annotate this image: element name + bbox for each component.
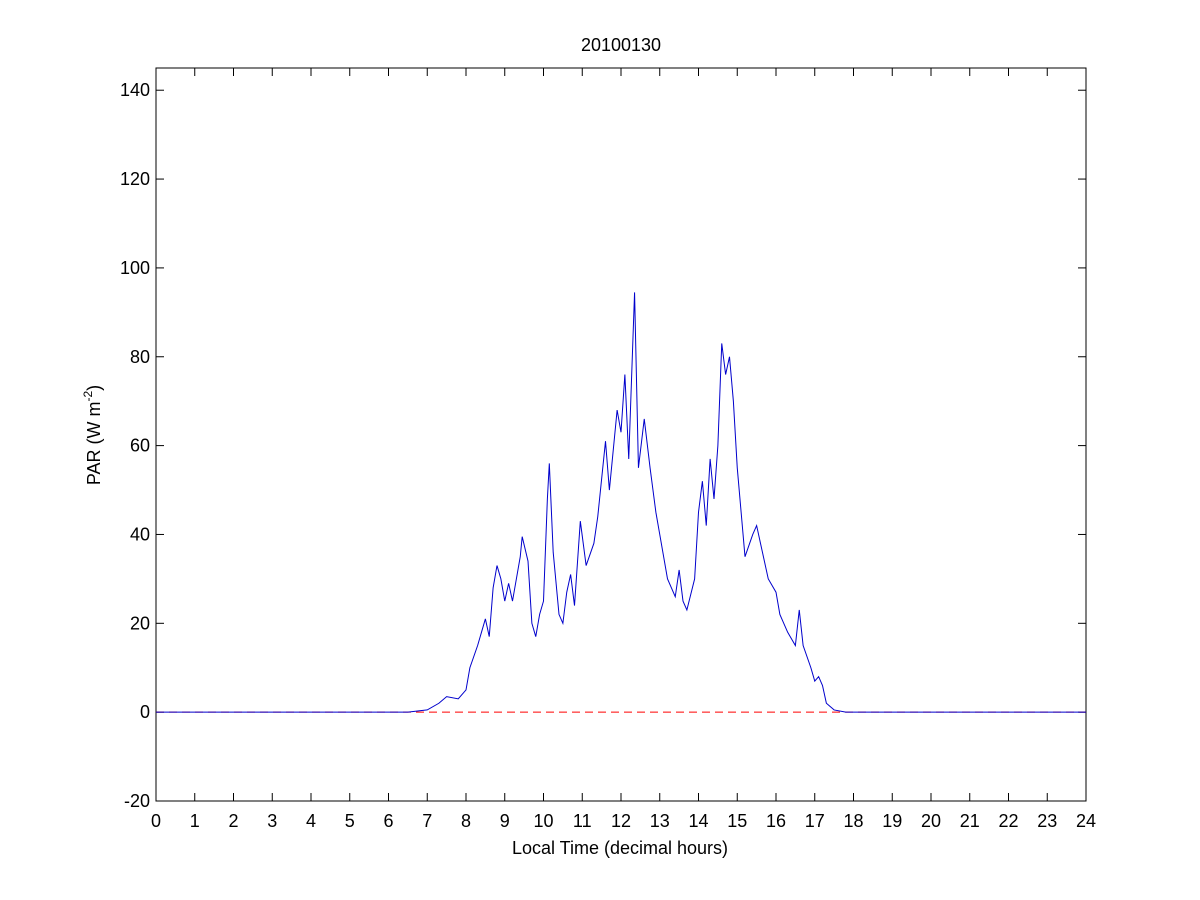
x-tick-label: 24 — [1076, 811, 1096, 831]
data-line — [156, 292, 1086, 713]
x-tick-label: 16 — [766, 811, 786, 831]
y-label-suffix: ) — [84, 385, 104, 391]
x-tick-label: 2 — [228, 811, 238, 831]
x-tick-label: 5 — [345, 811, 355, 831]
x-tick-label: 11 — [573, 811, 592, 831]
x-tick-label: 6 — [383, 811, 393, 831]
x-tick-label: 9 — [500, 811, 510, 831]
x-tick-label: 13 — [650, 811, 670, 831]
y-tick-label: 0 — [140, 702, 150, 722]
y-tick-label: 140 — [120, 80, 150, 100]
y-tick-label: 100 — [120, 258, 150, 278]
y-tick-label: 60 — [130, 436, 150, 456]
y-tick-label: 120 — [120, 169, 150, 189]
y-tick-label: 40 — [130, 524, 150, 544]
y-axis-label: PAR (W m-2) — [81, 385, 104, 485]
x-tick-label: 20 — [921, 811, 941, 831]
x-tick-label: 17 — [805, 811, 825, 831]
y-tick-label: 80 — [130, 347, 150, 367]
x-tick-label: 22 — [998, 811, 1018, 831]
x-tick-label: 0 — [151, 811, 161, 831]
x-tick-label: 18 — [843, 811, 863, 831]
x-tick-label: 21 — [960, 811, 980, 831]
y-tick-label: 20 — [130, 613, 150, 633]
x-tick-label: 19 — [882, 811, 902, 831]
x-tick-label: 14 — [688, 811, 708, 831]
x-axis-label: Local Time (decimal hours) — [512, 838, 728, 858]
y-tick-label: -20 — [124, 791, 150, 811]
x-tick-label: 4 — [306, 811, 316, 831]
x-tick-label: 8 — [461, 811, 471, 831]
x-tick-label: 15 — [727, 811, 747, 831]
y-label-text: PAR (W m — [84, 402, 104, 486]
x-tick-label: 12 — [611, 811, 631, 831]
x-tick-label: 3 — [267, 811, 277, 831]
x-tick-label: 7 — [422, 811, 432, 831]
x-tick-label: 23 — [1037, 811, 1057, 831]
x-tick-label: 10 — [533, 811, 553, 831]
x-tick-label: 1 — [190, 811, 200, 831]
y-label-superscript: -2 — [81, 391, 95, 402]
chart-title: 20100130 — [581, 35, 661, 55]
